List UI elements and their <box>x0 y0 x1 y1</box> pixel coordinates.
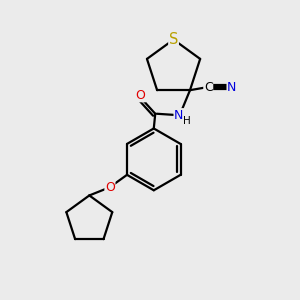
Text: N: N <box>227 81 236 94</box>
Text: N: N <box>174 109 184 122</box>
Text: S: S <box>169 32 178 47</box>
Text: H: H <box>183 116 191 125</box>
Text: O: O <box>105 181 115 194</box>
Text: C: C <box>204 81 213 94</box>
Text: O: O <box>136 89 146 102</box>
